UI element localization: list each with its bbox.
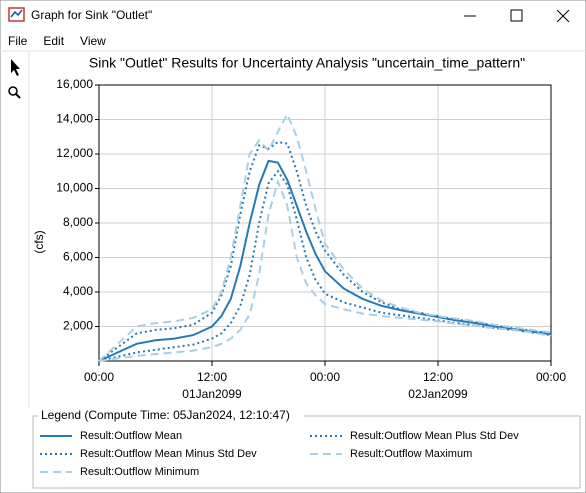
y-tick-label: 12,000 <box>56 146 93 160</box>
series-line <box>98 178 552 362</box>
toolbar <box>8 52 30 408</box>
plot-frame <box>98 84 552 362</box>
menu-item[interactable]: View <box>80 34 106 48</box>
select-tool[interactable] <box>11 59 20 76</box>
y-tick-label: 10,000 <box>56 181 93 195</box>
x-tick-label: 12:00 <box>197 370 227 384</box>
y-tick-label: 16,000 <box>56 77 93 91</box>
zoom-tool[interactable] <box>8 86 18 96</box>
menu-item[interactable]: File <box>8 34 28 48</box>
maximize-button[interactable] <box>510 9 523 22</box>
legend-label: Result:Outflow Mean <box>80 430 182 442</box>
x-date-label: 02Jan2099 <box>408 387 468 401</box>
x-tick-label: 12:00 <box>423 370 453 384</box>
legend-label: Result:Outflow Minimum <box>80 466 199 478</box>
menu-bar: File Edit View <box>8 34 106 48</box>
window-title: Graph for Sink "Outlet" <box>31 8 152 22</box>
menu-item[interactable]: Edit <box>43 34 64 48</box>
y-tick-label: 8,000 <box>63 215 93 229</box>
series-line <box>98 111 552 362</box>
close-button[interactable] <box>556 9 570 23</box>
chart-title: Sink "Outlet" Results for Uncertainty An… <box>89 55 525 71</box>
legend-label: Result:Outflow Mean Plus Std Dev <box>350 430 519 442</box>
y-tick-label: 6,000 <box>63 250 93 264</box>
y-axis-label: (cfs) <box>32 230 46 253</box>
legend-label: Result:Outflow Mean Minus Std Dev <box>80 448 257 460</box>
y-tick-label: 14,000 <box>56 112 93 126</box>
y-tick-label: 2,000 <box>63 319 93 333</box>
x-tick-label: 00:00 <box>536 370 566 384</box>
title-bar: Graph for Sink "Outlet" <box>8 7 570 23</box>
legend-label: Result:Outflow Maximum <box>350 448 472 460</box>
y-tick-label: 4,000 <box>63 284 93 298</box>
x-date-label: 01Jan2099 <box>182 387 242 401</box>
x-tick-label: 00:00 <box>310 370 340 384</box>
x-tick-label: 00:00 <box>84 370 114 384</box>
legend-box <box>32 415 581 489</box>
series-line <box>98 169 552 362</box>
legend-title: Legend (Compute Time: 05Jan2024, 12:10:4… <box>41 408 290 422</box>
